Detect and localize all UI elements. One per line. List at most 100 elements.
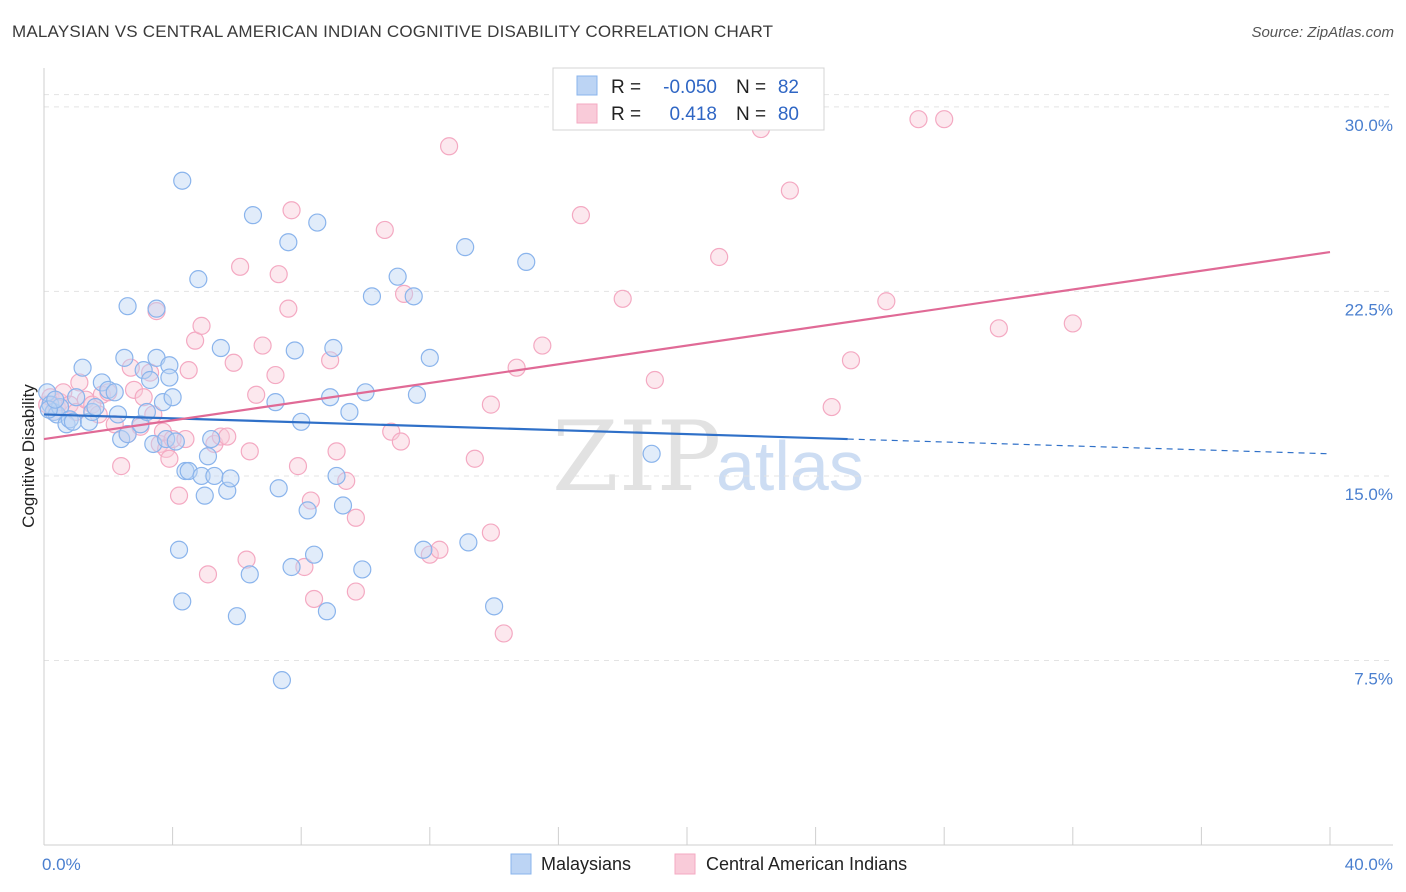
bottom-legend-label-malaysians: Malaysians	[541, 854, 631, 874]
malaysians-point-15	[105, 383, 124, 402]
central-american-indians-point-75	[780, 181, 799, 200]
chart-title: MALAYSIAN VS CENTRAL AMERICAN INDIAN COG…	[12, 22, 774, 41]
malaysians-point-60	[308, 213, 327, 232]
central-american-indians-point-45	[269, 265, 288, 284]
malaysians-point-79	[642, 444, 661, 463]
x-tick-label-max: 40.0%	[1345, 855, 1393, 874]
central-american-indians-point-33	[192, 316, 211, 335]
central-american-indians-point-46	[279, 299, 298, 318]
trend-line-central-american-indians	[43, 250, 1331, 441]
malaysians-point-59	[304, 545, 324, 564]
central-american-indians-point-68	[507, 358, 526, 377]
central-american-indians-point-82	[1063, 314, 1082, 333]
axes	[43, 68, 1393, 846]
malaysians-point-44	[205, 466, 224, 486]
trend-line-malaysians-extension	[847, 438, 1331, 455]
central-american-indians-point-59	[391, 432, 410, 451]
malaysians-point-70	[388, 267, 407, 286]
central-american-indians-point-67	[494, 624, 513, 643]
central-american-indians-point-77	[841, 351, 861, 370]
y-tick-label-2: 22.5%	[1345, 300, 1393, 319]
malaysians-point-52	[269, 479, 288, 498]
central-american-indians-point-71	[613, 289, 632, 308]
central-american-indians-point-8	[70, 373, 89, 392]
malaysians-point-20	[118, 297, 137, 316]
central-american-indians-point-62	[430, 540, 449, 559]
central-american-indians-point-63	[439, 137, 459, 156]
central-american-indians-point-47	[282, 201, 301, 220]
malaysians-point-75	[456, 238, 475, 257]
malaysians-point-65	[333, 496, 353, 515]
malaysians-point-78	[517, 252, 536, 272]
series-malaysians	[38, 171, 661, 690]
central-american-indians-point-70	[571, 206, 591, 225]
legend-r-value-1: -0.050	[663, 77, 717, 98]
malaysians-point-54	[279, 233, 298, 252]
malaysians-point-7	[63, 412, 83, 431]
central-american-indians-point-72	[645, 370, 664, 390]
central-american-indians-point-18	[124, 380, 144, 399]
central-american-indians-point-66	[481, 395, 500, 414]
central-american-indians-point-42	[247, 385, 266, 404]
y-tick-label-1: 15.0%	[1345, 485, 1393, 504]
central-american-indians-point-44	[266, 365, 285, 385]
central-american-indians-point-56	[346, 582, 365, 601]
bottom-legend: Malaysians Central American Indians	[510, 853, 907, 875]
malaysians-point-56	[285, 341, 304, 360]
y-tick-label-0: 7.5%	[1354, 669, 1393, 688]
malaysians-point-24	[140, 370, 160, 390]
central-american-indians-point-79	[909, 110, 928, 129]
y-tick-label-3: 30.0%	[1345, 116, 1393, 135]
watermark-atlas: atlas	[716, 427, 864, 505]
malaysians-point-74	[420, 348, 439, 367]
central-american-indians-point-78	[877, 292, 896, 311]
bottom-legend-label-central-american-indians: Central American Indians	[706, 854, 907, 874]
malaysians-point-49	[240, 565, 259, 584]
legend-n-value-1: 82	[778, 77, 799, 98]
y-axis-title: Cognitive Disability	[19, 384, 38, 528]
central-american-indians-point-28	[163, 429, 182, 449]
malaysians-point-73	[414, 540, 433, 559]
malaysians-point-31	[160, 368, 179, 387]
central-american-indians-point-57	[375, 220, 394, 240]
central-american-indians-point-40	[237, 550, 256, 569]
malaysians-point-30	[160, 356, 179, 375]
chart-source: Source: ZipAtlas.com	[1251, 24, 1394, 41]
malaysians-point-39	[189, 270, 208, 289]
central-american-indians-point-49	[295, 557, 314, 577]
central-american-indians-point-20	[134, 388, 153, 407]
central-american-indians-point-29	[169, 486, 189, 505]
malaysians-point-81	[46, 390, 65, 409]
central-american-indians-point-31	[179, 361, 198, 380]
legend-box: R = -0.050 N = 82 R = 0.418 N = 80	[552, 67, 825, 131]
malaysians-point-77	[485, 597, 504, 616]
y-tick-labels: 7.5% 15.0% 22.5% 30.0%	[1345, 116, 1393, 689]
central-american-indians-point-73	[710, 247, 729, 267]
malaysians-point-32	[163, 388, 182, 407]
central-american-indians-point-37	[218, 427, 237, 446]
malaysians-point-43	[202, 429, 221, 449]
malaysians-point-47	[221, 469, 240, 488]
legend-r-value-2: 0.418	[669, 104, 717, 125]
malaysians-point-50	[243, 206, 263, 225]
x-tick-label-min: 0.0%	[42, 855, 81, 874]
series-central-american-indians	[38, 110, 1082, 643]
central-american-indians-point-39	[231, 257, 250, 276]
malaysians-point-55	[282, 557, 301, 577]
malaysians-point-28	[153, 393, 173, 412]
malaysians-point-48	[227, 607, 246, 626]
malaysians-point-41	[195, 486, 214, 505]
malaysians-point-66	[340, 402, 359, 422]
legend-r-label-1: R =	[611, 77, 641, 98]
central-american-indians-point-10	[83, 395, 102, 414]
malaysians-point-51	[266, 393, 285, 412]
central-american-indians-point-50	[301, 491, 320, 510]
malaysians-point-22	[134, 361, 153, 380]
malaysians-point-71	[404, 287, 423, 306]
malaysians-point-9	[73, 358, 92, 377]
central-american-indians-point-51	[304, 589, 324, 609]
legend-r-label-2: R =	[611, 104, 641, 125]
central-american-indians-point-15	[112, 457, 131, 476]
malaysians-point-53	[272, 671, 292, 690]
